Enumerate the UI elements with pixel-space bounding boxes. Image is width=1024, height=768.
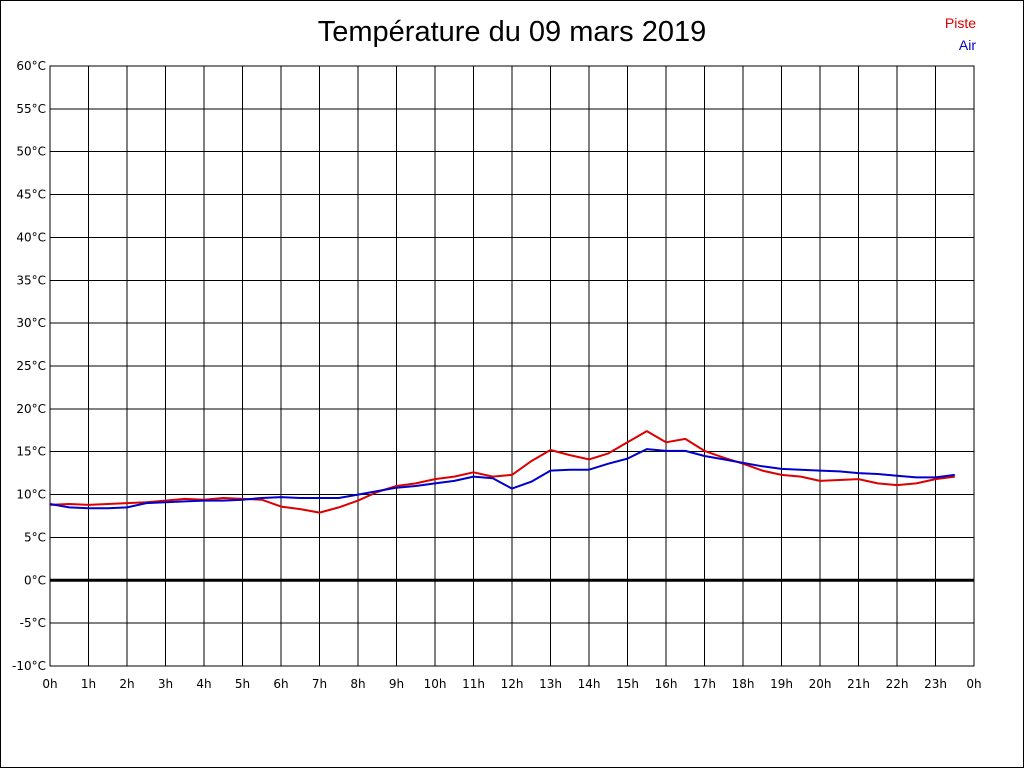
y-tick-label: 10°C (16, 488, 46, 502)
x-tick-label: 6h (273, 677, 288, 691)
legend-piste: Piste (944, 15, 976, 31)
x-tick-label: 18h (732, 677, 755, 691)
x-tick-label: 22h (886, 677, 909, 691)
y-tick-label: 45°C (16, 188, 46, 202)
series-line-air (49, 448, 955, 510)
x-tick-label: 13h (539, 677, 562, 691)
x-tick-label: 0h (966, 677, 981, 691)
x-tick-label: 17h (693, 677, 716, 691)
x-tick-label: 14h (578, 677, 601, 691)
y-tick-label: 5°C (24, 530, 46, 544)
x-tick-label: 8h (350, 677, 365, 691)
x-tick-label: 1h (81, 677, 96, 691)
y-tick-label: 55°C (16, 102, 46, 116)
y-tick-label: 60°C (16, 59, 46, 73)
x-tick-label: 7h (312, 677, 327, 691)
legend-air: Air (958, 37, 976, 53)
y-tick-label: 50°C (16, 145, 46, 159)
x-tick-label: 12h (501, 677, 524, 691)
x-tick-label: 23h (924, 677, 947, 691)
x-tick-label: 20h (809, 677, 832, 691)
x-tick-label: 4h (196, 677, 211, 691)
x-tick-label: 2h (119, 677, 134, 691)
x-tick-label: 11h (462, 677, 485, 691)
x-tick-label: 15h (616, 677, 639, 691)
x-tick-label: 16h (655, 677, 678, 691)
y-tick-label: 30°C (16, 316, 46, 330)
x-tick-label: 5h (235, 677, 250, 691)
y-tick-label: 0°C (24, 573, 46, 587)
legend: Piste Air (945, 12, 976, 56)
x-tick-label: 0h (42, 677, 57, 691)
y-tick-label: 20°C (16, 402, 46, 416)
x-tick-label: 19h (770, 677, 793, 691)
x-tick-label: 3h (158, 677, 173, 691)
y-tick-label: 25°C (16, 359, 46, 373)
y-tick-label: -5°C (20, 616, 46, 630)
y-tick-label: 15°C (16, 445, 46, 459)
y-tick-label: 40°C (16, 230, 46, 244)
y-tick-label: 35°C (16, 273, 46, 287)
x-tick-label: 21h (847, 677, 870, 691)
series-line-piste (49, 430, 955, 514)
chart-title: Température du 09 mars 2019 (317, 16, 707, 48)
y-tick-label: -10°C (12, 659, 46, 673)
x-tick-label: 10h (424, 677, 447, 691)
x-tick-label: 9h (389, 677, 404, 691)
